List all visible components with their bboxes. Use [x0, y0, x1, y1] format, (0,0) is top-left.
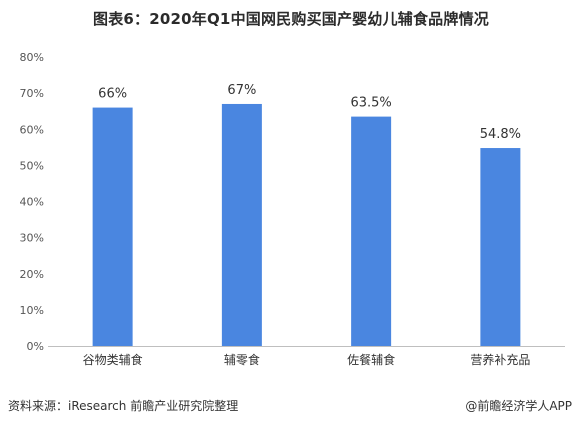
y-tick-label: 70% — [20, 87, 44, 100]
category-label: 谷物类辅食 — [83, 352, 143, 367]
bar-chart: 0% 10% 20% 30% 40% 50% 60% 70% 80% 66% 67% 63.5% 54… — [20, 51, 565, 367]
y-tick-label: 80% — [20, 51, 44, 64]
y-tick-label: 10% — [20, 304, 44, 317]
category-label: 营养补充品 — [470, 352, 530, 367]
category-label: 辅零食 — [224, 352, 260, 367]
bar — [92, 107, 133, 346]
data-label: 63.5% — [350, 96, 391, 111]
data-label: 54.8% — [480, 127, 521, 142]
y-tick-label: 0% — [27, 340, 44, 353]
y-axis: 0% 10% 20% 30% 40% 50% 60% 70% 80% — [20, 51, 44, 353]
y-tick-label: 60% — [20, 123, 44, 136]
bars: 66% 67% 63.5% 54.8% — [92, 83, 521, 347]
category-label: 佐餐辅食 — [347, 352, 395, 367]
chart-title: 图表6：2020年Q1中国网民购买国产婴幼儿辅食品牌情况 — [93, 10, 489, 28]
bar — [480, 148, 521, 346]
credit-note: @前瞻经济学人APP — [465, 399, 572, 413]
y-tick-label: 50% — [20, 159, 44, 172]
y-tick-label: 20% — [20, 268, 44, 281]
bar — [351, 116, 392, 346]
y-tick-label: 30% — [20, 232, 44, 245]
data-label: 66% — [98, 87, 127, 102]
bar — [221, 103, 262, 347]
source-note: 资料来源：iResearch 前瞻产业研究院整理 — [8, 399, 239, 413]
x-axis: 谷物类辅食 辅零食 佐餐辅食 营养补充品 — [48, 346, 565, 367]
y-tick-label: 40% — [20, 196, 44, 209]
data-label: 67% — [227, 83, 256, 98]
